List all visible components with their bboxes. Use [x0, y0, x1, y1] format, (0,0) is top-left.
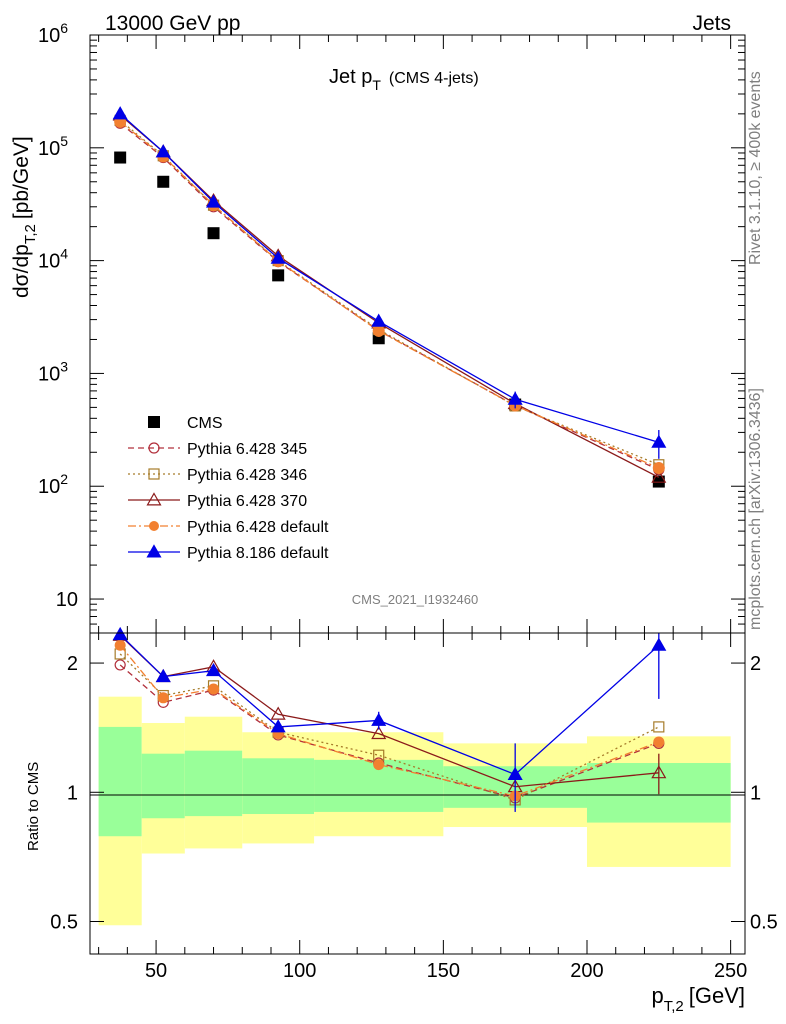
ratio-point-p345	[114, 659, 126, 671]
legend-entry-p8def: Pythia 8.186 default	[128, 544, 329, 562]
ratio-point-p6def	[373, 759, 385, 771]
x-tick-label: 200	[570, 960, 603, 982]
legend-entry-p370: Pythia 6.428 370	[128, 492, 307, 510]
main-plot-panel: Jet pT (CMS 4-jets) CMS_2021_I1932460 dσ/…	[10, 20, 746, 634]
ratio-point-p8def	[112, 626, 128, 641]
data-point-p8def	[651, 434, 667, 448]
ratio-point-p6def	[114, 639, 126, 651]
ratio-plot-panel: 0.5 0.5 1 1 2 2 50 100 150 200 250 Ratio to CMS p…	[25, 35, 778, 1015]
y-tick-label: 10	[56, 589, 78, 611]
data-point-p6def	[372, 324, 385, 337]
ratio-point-p8def	[371, 712, 387, 726]
ratio-point-p8def	[155, 668, 171, 683]
ratio-point-p6def	[653, 736, 665, 748]
x-tick-label: 50	[145, 960, 167, 982]
series-line-p8def	[119, 113, 660, 443]
ratio-y-axis-label: Ratio to CMS	[25, 762, 42, 851]
x-tick-label: 150	[427, 960, 460, 982]
x-axis-label: pT,2 [GeV]	[651, 983, 745, 1015]
y-tick-label: 103	[38, 358, 68, 385]
data-point-cms	[207, 227, 220, 240]
y-tick-label: 104	[38, 246, 68, 273]
ratio-series-group	[112, 626, 667, 812]
data-point-p6def	[652, 462, 665, 475]
ratio-series-p6def	[114, 639, 665, 802]
y-tick-label: 105	[38, 133, 68, 160]
legend-entry-p346: Pythia 6.428 346	[128, 467, 307, 484]
data-point-p370	[651, 469, 667, 483]
data-point-cms	[157, 175, 170, 188]
ratio-y-tick-label-right: 0.5	[750, 911, 778, 933]
data-point-p8def	[112, 106, 128, 120]
main-plot-frame	[89, 34, 746, 634]
x-tick-label: 100	[283, 960, 316, 982]
legend-marker	[149, 521, 159, 531]
y-tick-label: 106	[38, 20, 68, 47]
ratio-point-p6def	[208, 683, 220, 695]
legend-entry-p6def: Pythia 6.428 default	[128, 519, 329, 536]
inner-band	[184, 750, 243, 817]
ratio-y-ticks: 0.5 0.5 1 1 2 2	[50, 653, 778, 933]
legend-marker	[148, 416, 160, 428]
data-point-p8def	[371, 313, 387, 327]
data-point-p8def	[205, 194, 222, 208]
legend-label: Pythia 6.428 345	[187, 441, 307, 458]
data-point-p8def	[507, 391, 523, 405]
ratio-point-p8def	[651, 637, 667, 651]
y-tick-label: 102	[38, 471, 68, 498]
ratio-point-p346	[653, 721, 665, 733]
inner-band	[242, 758, 315, 815]
mcplots-note: mcplots.cern.ch [arXiv:1306.3436]	[747, 388, 764, 630]
ratio-point-p8def	[205, 662, 222, 677]
legend-marker	[146, 544, 162, 558]
legend-marker	[148, 468, 160, 480]
ratio-y-tick-label-right: 1	[750, 782, 761, 804]
legend-label: Pythia 6.428 370	[187, 493, 307, 510]
ratio-point-p370	[270, 706, 286, 720]
main-y-ticks: 10 102 103 104 105 106	[38, 20, 745, 634]
y-axis-label: dσ/dpT,2[pb/GeV]	[10, 136, 39, 298]
ratio-point-p370	[371, 725, 387, 740]
data-point-cms	[272, 269, 285, 282]
inner-band	[98, 726, 142, 837]
ratio-y-tick-label: 2	[67, 653, 78, 675]
header-category-label: Jets	[692, 12, 731, 35]
ratio-y-tick-label: 1	[67, 782, 78, 804]
ratio-point-p370	[651, 765, 667, 779]
rivet-version-note: Rivet 3.1.10, ≥ 400k events	[747, 71, 764, 265]
series-p8def	[112, 106, 667, 459]
analysis-watermark: CMS_2021_I1932460	[352, 592, 479, 607]
ratio-point-p8def	[507, 766, 523, 780]
legend-label: Pythia 6.428 346	[187, 467, 307, 484]
inner-band	[141, 753, 185, 819]
data-point-p8def	[270, 250, 286, 264]
ratio-y-tick-label: 0.5	[50, 911, 78, 933]
data-point-p8def	[155, 144, 171, 158]
x-axis-ticks: 50 100 150 200 250	[98, 35, 747, 982]
legend-marker	[146, 492, 162, 506]
series-line-p346	[119, 119, 660, 466]
series-cms	[114, 151, 665, 488]
ratio-point-p8def	[270, 719, 286, 733]
ratio-y-tick-label-right: 2	[750, 653, 761, 675]
main-series-group	[112, 106, 667, 488]
legend-entry-cms: CMS	[148, 415, 223, 432]
header: 13000 GeV pp Jets	[105, 12, 731, 35]
data-point-cms	[114, 151, 127, 164]
legend-label: CMS	[187, 415, 223, 432]
legend-entry-p345: Pythia 6.428 345	[128, 441, 307, 458]
legend: CMS Pythia 6.428 345 Pythia 6.428 346 Pythi…	[128, 415, 329, 562]
legend-label: Pythia 6.428 default	[187, 519, 329, 536]
ratio-uncertainty-bands	[98, 696, 731, 926]
header-energy-label: 13000 GeV pp	[105, 12, 240, 35]
ratio-point-p6def	[157, 692, 169, 704]
ratio-series-p8def	[112, 626, 667, 812]
x-tick-label: 250	[714, 960, 747, 982]
legend-label: Pythia 8.186 default	[187, 545, 329, 562]
ratio-plot-frame	[89, 632, 746, 955]
legend-marker	[148, 442, 160, 454]
plot-title: Jet pT (CMS 4-jets)	[329, 66, 479, 93]
